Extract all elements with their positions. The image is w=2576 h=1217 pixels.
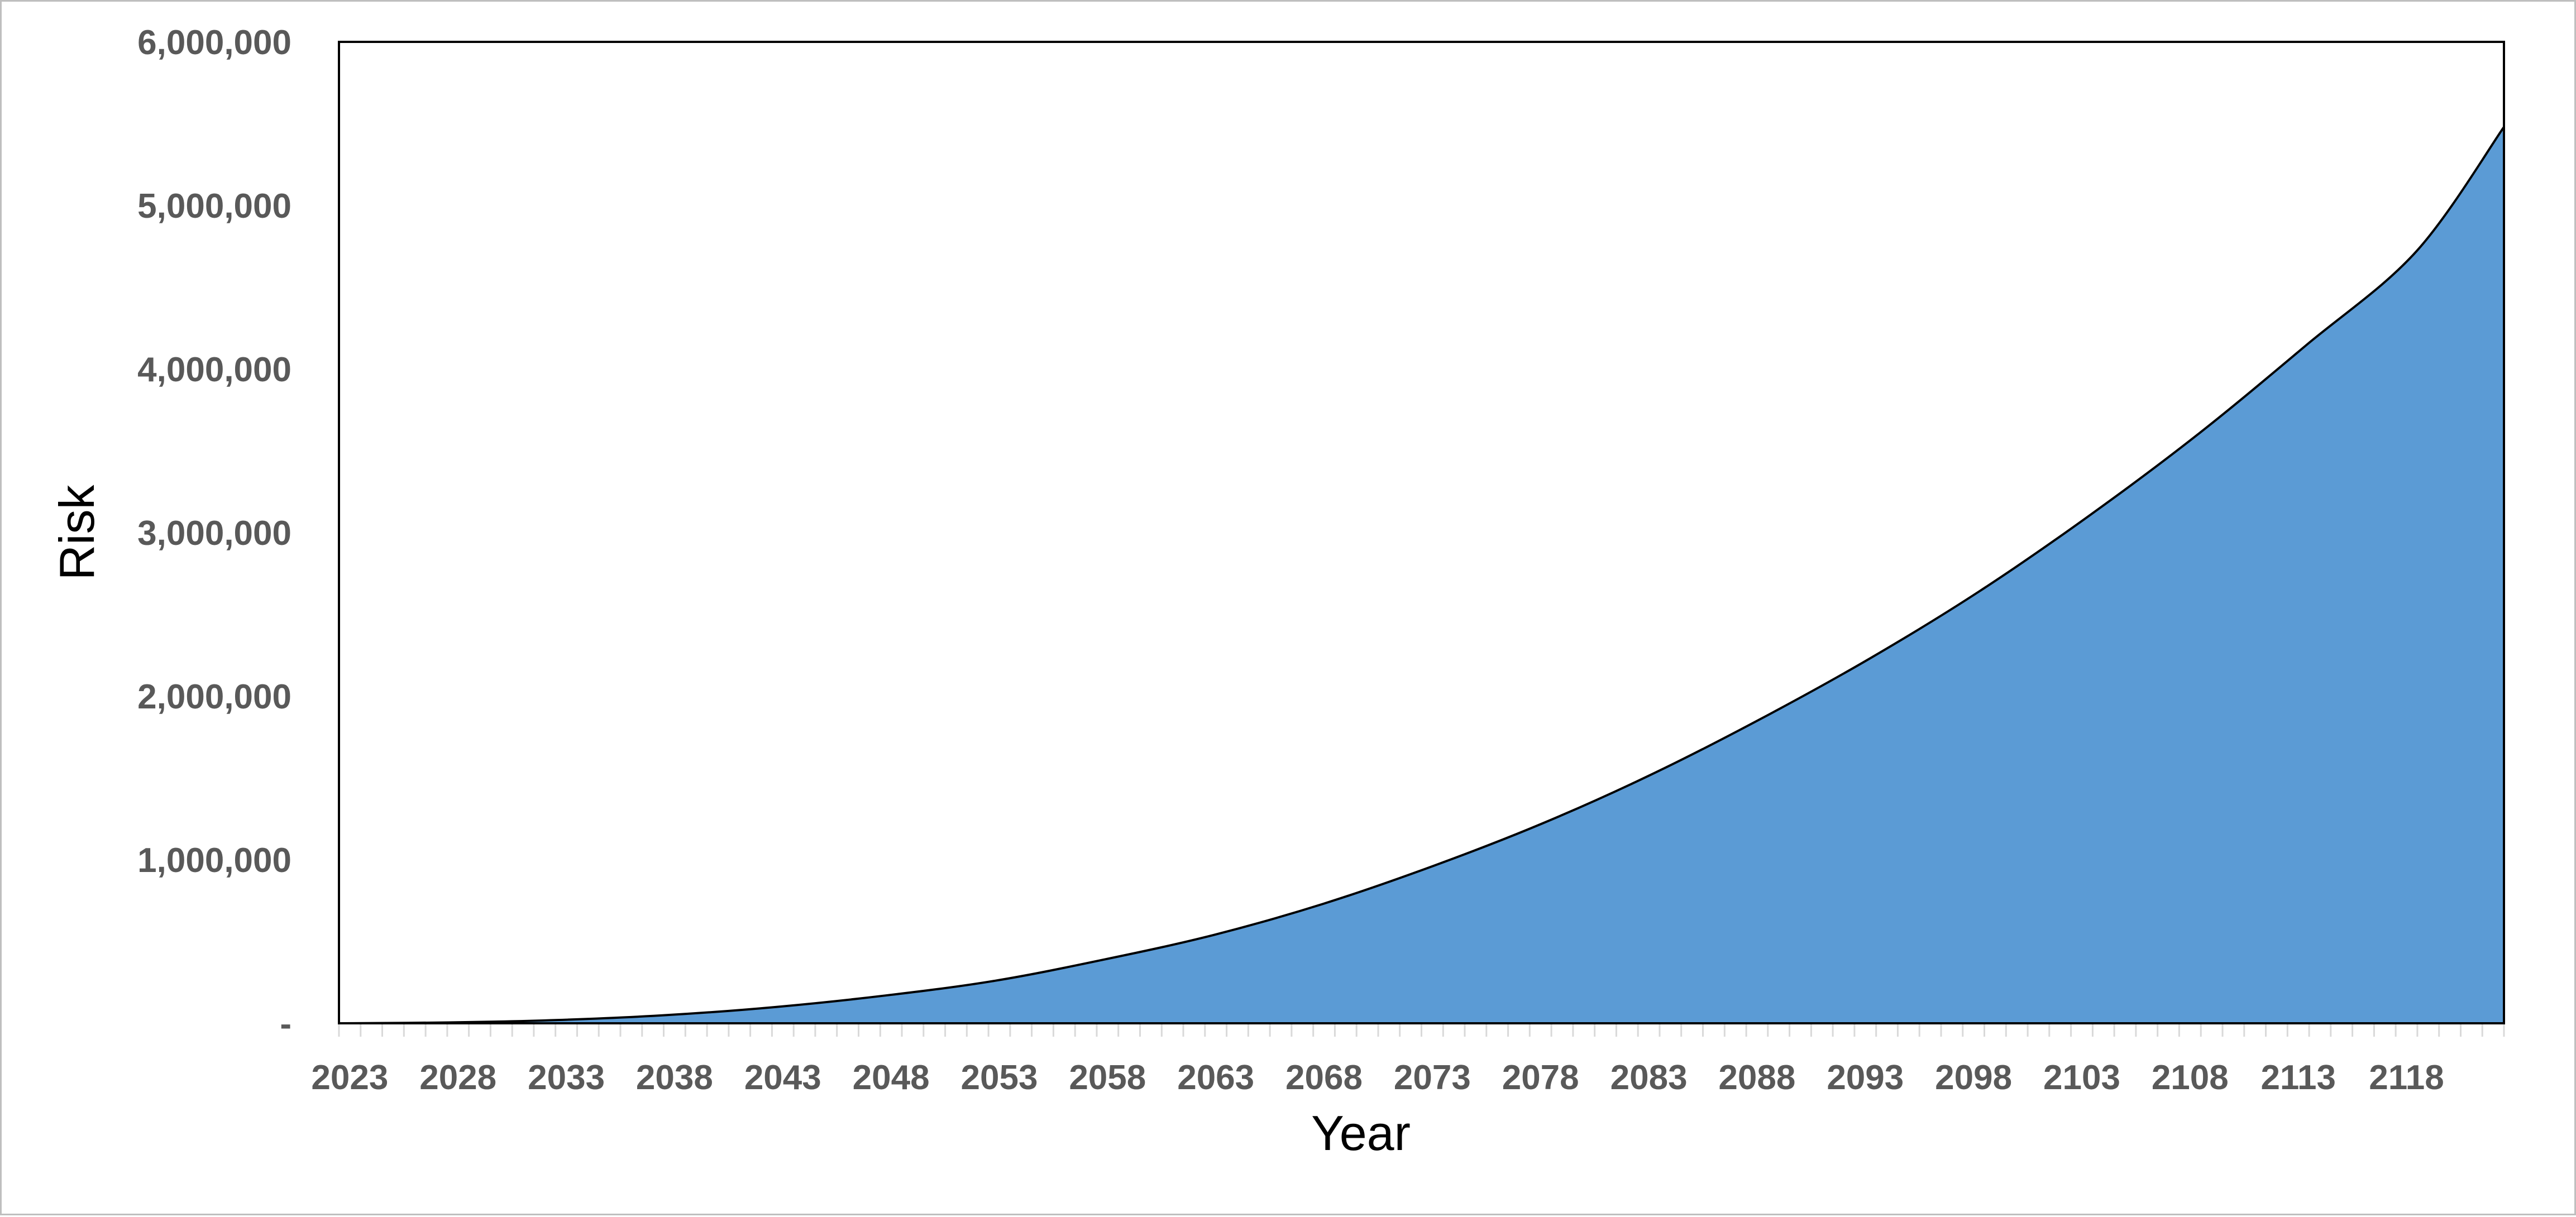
x-tick-labels: 2023 2028 2033 2038 2043 2048 2053 2058 2063 2068… — [311, 1058, 2444, 1097]
y-tick-label: 3,000,000 — [137, 514, 291, 553]
y-tick-labels: - 1,000,000 2,000,000 3,000,000 4,000,000 5,0… — [137, 23, 291, 1043]
x-tick-label: 2058 — [1069, 1058, 1146, 1097]
y-tick-label: 6,000,000 — [137, 23, 291, 62]
y-tick-label: 1,000,000 — [137, 841, 291, 880]
plot-border — [338, 41, 2505, 1024]
x-tick-label: 2028 — [419, 1058, 496, 1097]
x-tick-label: 2088 — [1718, 1058, 1795, 1097]
y-tick-label: 5,000,000 — [137, 187, 291, 226]
y-axis-title: Risk — [49, 484, 104, 580]
x-tick-label: 2043 — [744, 1058, 821, 1097]
x-axis-title: Year — [1311, 1105, 1411, 1161]
x-tick-label: 2078 — [1502, 1058, 1579, 1097]
x-tick-label: 2038 — [636, 1058, 713, 1097]
x-tick-label: 2068 — [1285, 1058, 1363, 1097]
x-tick-label: 2118 — [2369, 1058, 2444, 1097]
y-tick-label: 4,000,000 — [137, 351, 291, 389]
risk-series-line — [338, 126, 2505, 1024]
x-tick-label: 2048 — [853, 1058, 930, 1097]
x-tick-label: 2103 — [2043, 1058, 2120, 1097]
x-tick-label: 2108 — [2152, 1058, 2229, 1097]
x-tick-label: 2113 — [2260, 1058, 2336, 1097]
x-tick-label: 2063 — [1177, 1058, 1254, 1097]
x-tick-label: 2023 — [311, 1058, 388, 1097]
x-tick-label: 2053 — [961, 1058, 1038, 1097]
x-tick-label: 2073 — [1394, 1058, 1471, 1097]
risk-area-fill — [339, 127, 2504, 1023]
x-tick-label: 2098 — [1935, 1058, 2012, 1097]
y-tick-label: - — [280, 1005, 291, 1043]
x-tick-label: 2093 — [1827, 1058, 1904, 1097]
x-tick-label: 2083 — [1610, 1058, 1688, 1097]
x-tick-label: 2033 — [528, 1058, 605, 1097]
y-tick-label: 2,000,000 — [137, 678, 291, 716]
area-layer — [338, 126, 2505, 1024]
x-tick-marks — [338, 1023, 2505, 1037]
